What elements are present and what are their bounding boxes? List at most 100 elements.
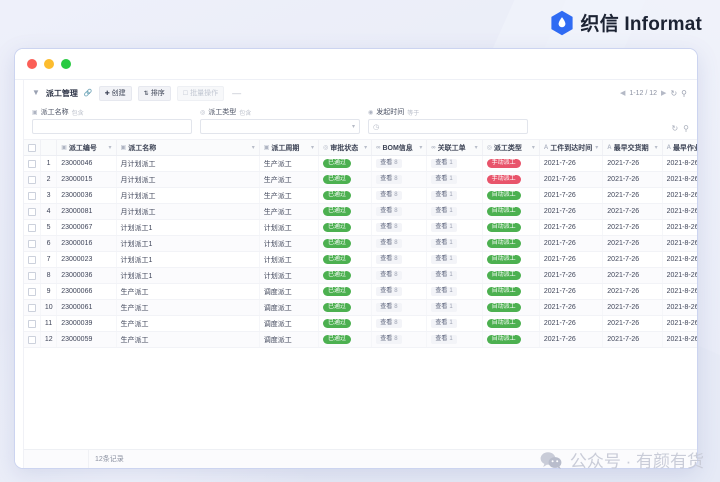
chevron-down-icon[interactable]: ▾ <box>595 145 599 151</box>
table-header-dispatch-code[interactable]: ▣ 派工编号 ▾ <box>56 140 117 156</box>
row-checkbox-cell[interactable] <box>24 155 41 172</box>
view-link-chip[interactable]: 查看 1 <box>431 238 457 249</box>
row-checkbox-cell[interactable] <box>24 235 41 252</box>
view-link-chip[interactable]: 查看 1 <box>431 206 457 217</box>
view-link-chip[interactable]: 查看 1 <box>431 254 457 265</box>
table-row[interactable]: 12 23000059 生产派工 调度派工 已通过 查看 8 查看 1 自动派工 2021-7-26… <box>24 331 697 348</box>
view-link-chip[interactable]: 查看 1 <box>431 286 457 297</box>
filter-dispatch-name-input[interactable] <box>32 119 192 134</box>
table-header-approval-status[interactable]: ◎ 审批状态 ▾ <box>318 140 373 156</box>
link-icon[interactable]: 🔗 <box>83 89 93 97</box>
view-link-chip[interactable]: 查看 8 <box>376 302 402 313</box>
view-link-chip[interactable]: 查看 8 <box>376 190 402 201</box>
create-button[interactable]: ✚ 创建 <box>98 85 132 101</box>
view-link-chip[interactable]: 查看 8 <box>376 158 402 169</box>
chevron-left-icon[interactable]: ◀ <box>620 90 626 97</box>
select-all-checkbox-cell[interactable] <box>24 140 41 156</box>
view-link-chip[interactable]: 查看 8 <box>376 222 402 233</box>
table-row[interactable]: 2 23000015 月计划派工 生产派工 已通过 查看 8 查看 1 手动派工 2021-7-26… <box>24 171 697 188</box>
window-minimize-button[interactable] <box>44 59 54 69</box>
table-header-related-order[interactable]: ∞ 关联工单 ▾ <box>426 140 483 156</box>
view-link-chip[interactable]: 查看 1 <box>431 270 457 281</box>
cell-bom-info[interactable]: 查看 8 <box>371 155 428 172</box>
chevron-down-icon[interactable]: ▾ <box>474 145 478 151</box>
sort-button[interactable]: ⇅ 排序 <box>137 85 171 101</box>
cell-related-order[interactable]: 查看 1 <box>426 251 483 268</box>
table-header-arrival-time[interactable]: A 工件到达时间 ▾ <box>539 140 604 156</box>
table-header-dispatch-cycle[interactable]: ▣ 派工周期 ▾ <box>259 140 320 156</box>
row-checkbox-cell[interactable] <box>24 283 41 300</box>
row-checkbox-cell[interactable] <box>24 331 41 348</box>
table-header-dispatch-name[interactable]: ▣ 派工名称 ▾ <box>116 140 260 156</box>
view-link-chip[interactable]: 查看 8 <box>376 206 402 217</box>
table-row[interactable]: 10 23000061 生产派工 调度派工 已通过 查看 8 查看 1 自动派工 2021-7-26… <box>24 299 697 316</box>
refresh-icon[interactable]: ↻ <box>670 88 678 98</box>
view-link-chip[interactable]: 查看 8 <box>376 286 402 297</box>
chevron-down-icon[interactable]: ▾ <box>419 145 423 151</box>
chevron-down-icon[interactable]: ▾ <box>108 145 112 151</box>
cell-bom-info[interactable]: 查看 8 <box>371 187 428 204</box>
row-checkbox-cell[interactable] <box>24 219 41 236</box>
reset-icon[interactable]: ↻ <box>671 124 679 133</box>
window-zoom-button[interactable] <box>61 59 71 69</box>
table-row[interactable]: 9 23000066 生产派工 调度派工 已通过 查看 8 查看 1 自动派工 2021-7-26 2… <box>24 283 697 300</box>
cell-related-order[interactable]: 查看 1 <box>426 155 483 172</box>
table-row[interactable]: 6 23000016 计划派工1 计划派工 已通过 查看 8 查看 1 自动派工 2021-7-26… <box>24 235 697 252</box>
cell-related-order[interactable]: 查看 1 <box>426 219 483 236</box>
table-row[interactable]: 7 23000023 计划派工1 计划派工 已通过 查看 8 查看 1 自动派工 2021-7-26… <box>24 251 697 268</box>
chevron-down-icon[interactable]: ▾ <box>251 145 255 151</box>
table-row[interactable]: 1 23000046 月计划派工 生产派工 已通过 查看 8 查看 1 手动派工 2021-7-26… <box>24 155 697 172</box>
view-link-chip[interactable]: 查看 8 <box>376 318 402 329</box>
table-row[interactable]: 5 23000067 计划派工1 计划派工 已通过 查看 8 查看 1 自动派工 2021-7-26… <box>24 219 697 236</box>
cell-related-order[interactable]: 查看 1 <box>426 171 483 188</box>
search-icon[interactable]: ⚲ <box>681 88 687 98</box>
row-checkbox-cell[interactable] <box>24 267 41 284</box>
table-header-earliest-job-due[interactable]: A 最早作业交货期 <box>662 140 697 156</box>
table-header-dispatch-type[interactable]: ◎ 派工类型 ▾ <box>482 140 540 156</box>
view-link-chip[interactable]: 查看 8 <box>376 238 402 249</box>
more-options-button[interactable]: — <box>232 88 242 98</box>
view-link-chip[interactable]: 查看 1 <box>431 222 457 233</box>
cell-related-order[interactable]: 查看 1 <box>426 315 483 332</box>
view-link-chip[interactable]: 查看 1 <box>431 334 457 345</box>
filter-dispatch-type-select[interactable]: ▾ <box>200 119 360 134</box>
table-header-bom-info[interactable]: ∞ BOM信息 ▾ <box>371 140 428 156</box>
cell-bom-info[interactable]: 查看 8 <box>371 219 428 236</box>
view-link-chip[interactable]: 查看 1 <box>431 158 457 169</box>
cell-related-order[interactable]: 查看 1 <box>426 267 483 284</box>
view-link-chip[interactable]: 查看 8 <box>376 270 402 281</box>
cell-related-order[interactable]: 查看 1 <box>426 299 483 316</box>
cell-bom-info[interactable]: 查看 8 <box>371 235 428 252</box>
row-checkbox-cell[interactable] <box>24 251 41 268</box>
table-header-earliest-due[interactable]: A 最早交货期 ▾ <box>602 140 663 156</box>
batch-operation-button[interactable]: ☐ 批量操作 <box>176 85 225 101</box>
row-checkbox-cell[interactable] <box>24 299 41 316</box>
chevron-right-icon[interactable]: ▶ <box>661 90 667 97</box>
table-row[interactable]: 11 23000039 生产派工 调度派工 已通过 查看 8 查看 1 自动派工 2021-7-26… <box>24 315 697 332</box>
filter-start-time-input[interactable]: ◷ <box>368 119 528 134</box>
cell-bom-info[interactable]: 查看 8 <box>371 203 428 220</box>
view-link-chip[interactable]: 查看 8 <box>376 174 402 185</box>
cell-bom-info[interactable]: 查看 8 <box>371 331 428 348</box>
cell-bom-info[interactable]: 查看 8 <box>371 251 428 268</box>
table-row[interactable]: 8 23000036 计划派工1 计划派工 已通过 查看 8 查看 1 自动派工 2021-7-26… <box>24 267 697 284</box>
cell-bom-info[interactable]: 查看 8 <box>371 267 428 284</box>
cell-bom-info[interactable]: 查看 8 <box>371 315 428 332</box>
view-link-chip[interactable]: 查看 8 <box>376 254 402 265</box>
cell-bom-info[interactable]: 查看 8 <box>371 299 428 316</box>
chevron-down-icon[interactable]: ▾ <box>311 145 315 151</box>
cell-bom-info[interactable]: 查看 8 <box>371 171 428 188</box>
table-row[interactable]: 3 23000036 月计划派工 生产派工 已通过 查看 8 查看 1 自动派工 2021-7-26… <box>24 187 697 204</box>
view-link-chip[interactable]: 查看 1 <box>431 190 457 201</box>
chevron-down-icon[interactable]: ▾ <box>364 145 368 151</box>
row-checkbox-cell[interactable] <box>24 171 41 188</box>
cell-related-order[interactable]: 查看 1 <box>426 203 483 220</box>
table-row[interactable]: 4 23000081 月计划派工 生产派工 已通过 查看 8 查看 1 自动派工 2021-7-26… <box>24 203 697 220</box>
view-link-chip[interactable]: 查看 1 <box>431 302 457 313</box>
cell-related-order[interactable]: 查看 1 <box>426 187 483 204</box>
view-link-chip[interactable]: 查看 8 <box>376 334 402 345</box>
row-checkbox-cell[interactable] <box>24 315 41 332</box>
search-icon[interactable]: ⚲ <box>683 124 689 133</box>
window-close-button[interactable] <box>27 59 37 69</box>
row-checkbox-cell[interactable] <box>24 203 41 220</box>
